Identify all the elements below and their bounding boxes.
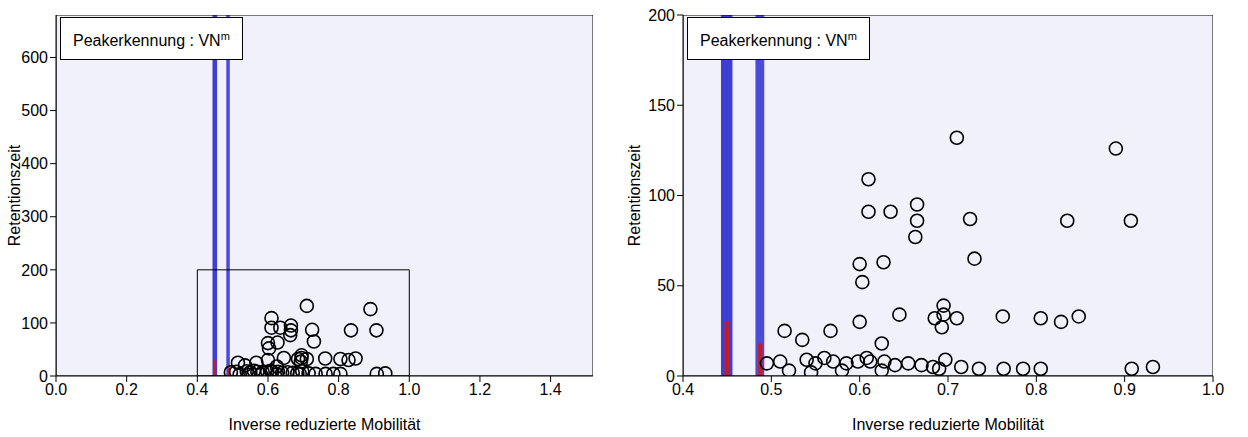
svg-text:1.2: 1.2 xyxy=(469,381,491,398)
svg-text:0.8: 0.8 xyxy=(328,381,350,398)
svg-text:0.6: 0.6 xyxy=(257,381,279,398)
svg-text:500: 500 xyxy=(21,102,48,119)
svg-text:100: 100 xyxy=(21,315,48,332)
svg-text:Retentionszeit: Retentionszeit xyxy=(626,144,643,246)
svg-text:Inverse reduzierte Mobilität: Inverse reduzierte Mobilität xyxy=(852,416,1045,432)
svg-text:Inverse reduzierte Mobilität: Inverse reduzierte Mobilität xyxy=(228,416,421,432)
svg-text:200: 200 xyxy=(648,7,675,24)
svg-text:1.4: 1.4 xyxy=(539,381,561,398)
svg-text:0.2: 0.2 xyxy=(116,381,138,398)
svg-text:300: 300 xyxy=(21,208,48,225)
svg-text:0.4: 0.4 xyxy=(186,381,208,398)
html-text:Peakerkennung : VNm: Peakerkennung : VNm xyxy=(700,30,857,50)
svg-text:600: 600 xyxy=(21,49,48,66)
svg-text:0.8: 0.8 xyxy=(1025,381,1047,398)
svg-text:150: 150 xyxy=(648,97,675,114)
svg-text:100: 100 xyxy=(648,187,675,204)
svg-text:1.0: 1.0 xyxy=(1202,381,1224,398)
svg-text:400: 400 xyxy=(21,155,48,172)
svg-text:0.4: 0.4 xyxy=(672,381,694,398)
svg-text:50: 50 xyxy=(657,277,675,294)
svg-text:0.0: 0.0 xyxy=(45,381,67,398)
svg-text:Retentionszeit: Retentionszeit xyxy=(6,144,23,246)
svg-text:0: 0 xyxy=(666,368,675,385)
svg-text:0: 0 xyxy=(39,368,48,385)
svg-text:200: 200 xyxy=(21,262,48,279)
svg-text:0.7: 0.7 xyxy=(937,381,959,398)
html-text:Peakerkennung : VNm: Peakerkennung : VNm xyxy=(73,30,230,50)
svg-text:0.6: 0.6 xyxy=(849,381,871,398)
svg-text:1.0: 1.0 xyxy=(398,381,420,398)
svg-text:0.5: 0.5 xyxy=(760,381,782,398)
svg-text:0.9: 0.9 xyxy=(1114,381,1136,398)
